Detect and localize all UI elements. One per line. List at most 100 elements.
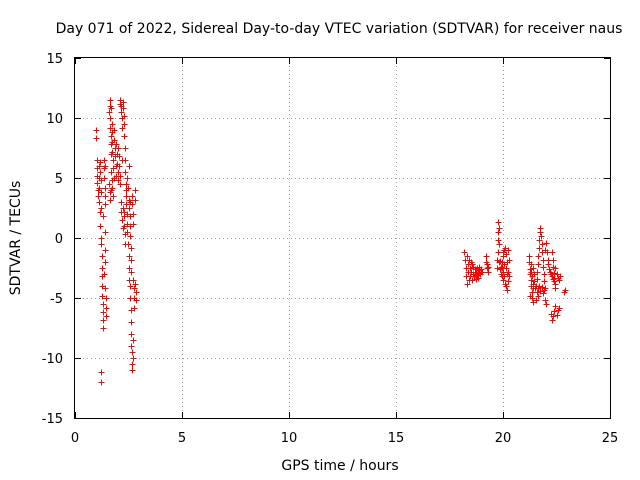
- data-point-marker: [133, 289, 140, 296]
- data-point-marker: [110, 193, 117, 200]
- data-point-marker: [108, 133, 115, 140]
- data-point-marker: [97, 209, 104, 216]
- data-point-marker: [476, 270, 483, 277]
- data-point-marker: [96, 199, 103, 206]
- data-point-marker: [464, 281, 471, 288]
- data-point-marker: [111, 127, 118, 134]
- data-point-marker: [554, 312, 561, 319]
- data-point-marker: [126, 253, 133, 260]
- data-point-marker: [115, 169, 122, 176]
- data-point-marker: [545, 261, 552, 268]
- data-point-marker: [534, 289, 541, 296]
- data-point-marker: [123, 187, 130, 194]
- data-point-marker: [557, 273, 564, 280]
- data-point-marker: [552, 285, 559, 292]
- data-point-marker: [505, 247, 512, 254]
- data-point-marker: [127, 283, 134, 290]
- data-point-marker: [121, 121, 128, 128]
- data-point-marker: [122, 169, 129, 176]
- data-point-marker: [103, 313, 110, 320]
- axis-ticks: 0 5 10 15 20 25 -15 -10 -5 0 5 10 15: [42, 52, 619, 446]
- data-point-marker: [539, 241, 546, 248]
- data-point-marker: [550, 313, 557, 320]
- grid-lines: [75, 58, 610, 418]
- data-point-marker: [527, 293, 534, 300]
- x-tick-label: 5: [178, 431, 186, 446]
- data-point-marker: [124, 229, 131, 236]
- data-point-marker: [102, 163, 109, 170]
- data-point-marker: [103, 295, 110, 302]
- data-point-marker: [127, 199, 134, 206]
- data-point-marker: [496, 225, 503, 232]
- data-point-marker: [98, 369, 105, 376]
- data-point-marker: [102, 201, 109, 208]
- data-point-marker: [126, 265, 133, 272]
- data-point-marker: [128, 257, 135, 264]
- data-point-marker: [129, 361, 136, 368]
- data-point-marker: [106, 181, 113, 188]
- data-point-marker: [101, 157, 108, 164]
- data-point-marker: [102, 247, 109, 254]
- data-point-marker: [503, 283, 510, 290]
- data-point-marker: [117, 181, 124, 188]
- data-point-marker: [107, 125, 114, 132]
- data-point-marker: [101, 271, 108, 278]
- data-point-marker: [128, 343, 135, 350]
- data-point-marker: [535, 253, 542, 260]
- data-point-marker: [556, 277, 563, 284]
- data-point-marker: [97, 159, 104, 166]
- data-point-marker: [499, 273, 506, 280]
- data-point-marker: [131, 305, 138, 312]
- data-point-marker: [120, 99, 127, 106]
- data-point-marker: [534, 276, 541, 283]
- data-point-marker: [464, 253, 471, 260]
- data-point-marker: [484, 261, 491, 268]
- data-point-marker: [118, 199, 125, 206]
- data-point-marker: [128, 245, 135, 252]
- data-point-marker: [108, 105, 115, 112]
- data-point-marker: [98, 379, 105, 386]
- data-point-marker: [540, 290, 547, 297]
- data-point-marker: [109, 149, 116, 156]
- data-point-marker: [118, 109, 125, 116]
- data-point-marker: [115, 145, 122, 152]
- data-point-marker: [121, 113, 128, 120]
- data-point-marker: [128, 319, 135, 326]
- data-point-marker: [102, 193, 109, 200]
- data-point-marker: [552, 265, 559, 272]
- data-point-marker: [528, 261, 535, 268]
- data-point-marker: [93, 135, 100, 142]
- data-point-marker: [120, 205, 127, 212]
- data-point-marker: [120, 105, 127, 112]
- data-point-marker: [562, 287, 569, 294]
- data-point-marker: [129, 193, 136, 200]
- data-point-marker: [526, 253, 533, 260]
- data-point-marker: [495, 237, 502, 244]
- data-point-marker: [495, 219, 502, 226]
- data-point-marker: [100, 309, 107, 316]
- data-point-marker: [96, 163, 103, 170]
- y-tick-label: 5: [55, 172, 63, 187]
- data-point-marker: [537, 225, 544, 232]
- data-point-marker: [129, 349, 136, 356]
- y-tick-label: 15: [46, 52, 63, 67]
- data-point-marker: [121, 133, 128, 140]
- data-point-marker: [506, 257, 513, 264]
- data-point-marker: [126, 205, 133, 212]
- data-point-marker: [100, 317, 107, 324]
- data-point-marker: [536, 237, 543, 244]
- data-point-marker: [556, 305, 563, 312]
- data-point-marker: [132, 197, 139, 204]
- data-point-marker: [107, 115, 114, 122]
- y-tick-label: 0: [55, 232, 63, 247]
- data-point-marker: [97, 169, 104, 176]
- data-point-marker: [130, 221, 137, 228]
- data-point-marker: [130, 277, 137, 284]
- data-point-marker: [483, 253, 490, 260]
- data-point-marker: [546, 266, 553, 273]
- data-point-marker: [496, 241, 503, 248]
- data-point-marker: [109, 177, 116, 184]
- data-point-marker: [117, 173, 124, 180]
